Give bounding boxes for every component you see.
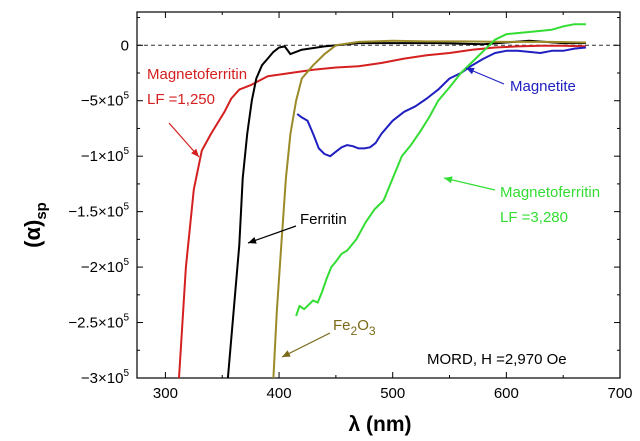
- y-tick-label-base: 0: [121, 37, 129, 54]
- y-axis-title-main: (α): [20, 220, 45, 248]
- y-tick-label-exponent: 5: [123, 91, 129, 102]
- y-tick-label-base: −3×10: [81, 370, 124, 387]
- y-tick-label: −3×105: [81, 368, 130, 387]
- arrow-magnetoferritin-1250-head: [191, 148, 199, 157]
- y-tick-label-base: −1×10: [81, 148, 124, 165]
- y-tick-label-exponent: 5: [123, 313, 129, 324]
- annotation-magnetoferritin-1250-line1: Magnetoferritin: [147, 66, 247, 83]
- y-tick-label-exponent: 5: [123, 202, 129, 213]
- annotation-magnetoferritin-3280-line2: LF =3,280: [500, 209, 568, 226]
- annotation-fe2o3: Fe2O3: [333, 317, 376, 338]
- series-line-fe2o3: [272, 39, 586, 378]
- y-tick-label: −2.5×105: [68, 313, 129, 332]
- series-line-ferritin: [226, 39, 586, 378]
- arrow-fe2o3-shaft: [281, 332, 331, 358]
- fe2o3-sub1: 2: [351, 324, 358, 338]
- arrow-ferritin-shaft: [247, 225, 297, 244]
- x-tick-label: 600: [494, 385, 519, 402]
- y-tick-label: −1.5×105: [68, 202, 129, 221]
- fe2o3-sub2: 3: [369, 324, 376, 338]
- annotation-ferritin: Ferritin: [300, 211, 347, 228]
- series-layer: [178, 23, 586, 378]
- y-tick-label: −5×105: [81, 91, 130, 110]
- y-tick-label: −1×105: [81, 146, 130, 165]
- annotation-magnetite: Magnetite: [510, 78, 576, 95]
- arrow-magnetoferritin-3280-head: [444, 176, 453, 184]
- arrow-layer: [168, 67, 505, 358]
- x-tick-label: 400: [267, 385, 292, 402]
- fe2o3-fe: Fe: [333, 317, 351, 334]
- x-tick-label: 300: [153, 385, 178, 402]
- x-tick-label: 500: [380, 385, 405, 402]
- y-axis-title: (α)sp: [20, 202, 50, 248]
- fe2o3-o: O: [357, 317, 369, 334]
- y-tick-label-base: −5×10: [81, 93, 124, 110]
- arrow-magnetoferritin-3280-shaft: [443, 177, 496, 191]
- series-line-magnetoferritin-3280: [295, 23, 586, 317]
- x-axis-title: λ (nm): [349, 413, 412, 436]
- annotation-mord: MORD, H =2,970 Oe: [427, 351, 567, 368]
- annotation-magnetoferritin-3280-line1: Magnetoferritin: [500, 184, 600, 201]
- y-tick-label: −2×105: [81, 257, 130, 276]
- y-tick-label-exponent: 5: [123, 368, 129, 379]
- y-tick-label-exponent: 5: [123, 257, 129, 268]
- y-tick-label-exponent: 5: [123, 146, 129, 157]
- ticks-layer: 300 400 500 600 7000−5×105−1×105−1.5×105−2×1…: [68, 12, 633, 402]
- y-axis-title-sub: sp: [33, 202, 50, 220]
- y-tick-label-base: −2.5×10: [68, 315, 123, 332]
- arrow-fe2o3-head: [282, 350, 291, 357]
- y-tick-label: 0: [121, 37, 129, 54]
- y-tick-label-base: −1.5×10: [68, 204, 123, 221]
- series-line-magnetite: [296, 46, 586, 158]
- x-tick-label: 700: [607, 385, 632, 402]
- series-line-magnetoferritin-1250: [178, 44, 586, 378]
- arrow-magnetite-head: [466, 67, 475, 75]
- arrow-ferritin-head: [248, 237, 257, 244]
- annotation-magnetoferritin-1250-line2: LF =1,250: [147, 91, 215, 108]
- plot-border: [136, 11, 621, 379]
- y-tick-label-base: −2×10: [81, 259, 124, 276]
